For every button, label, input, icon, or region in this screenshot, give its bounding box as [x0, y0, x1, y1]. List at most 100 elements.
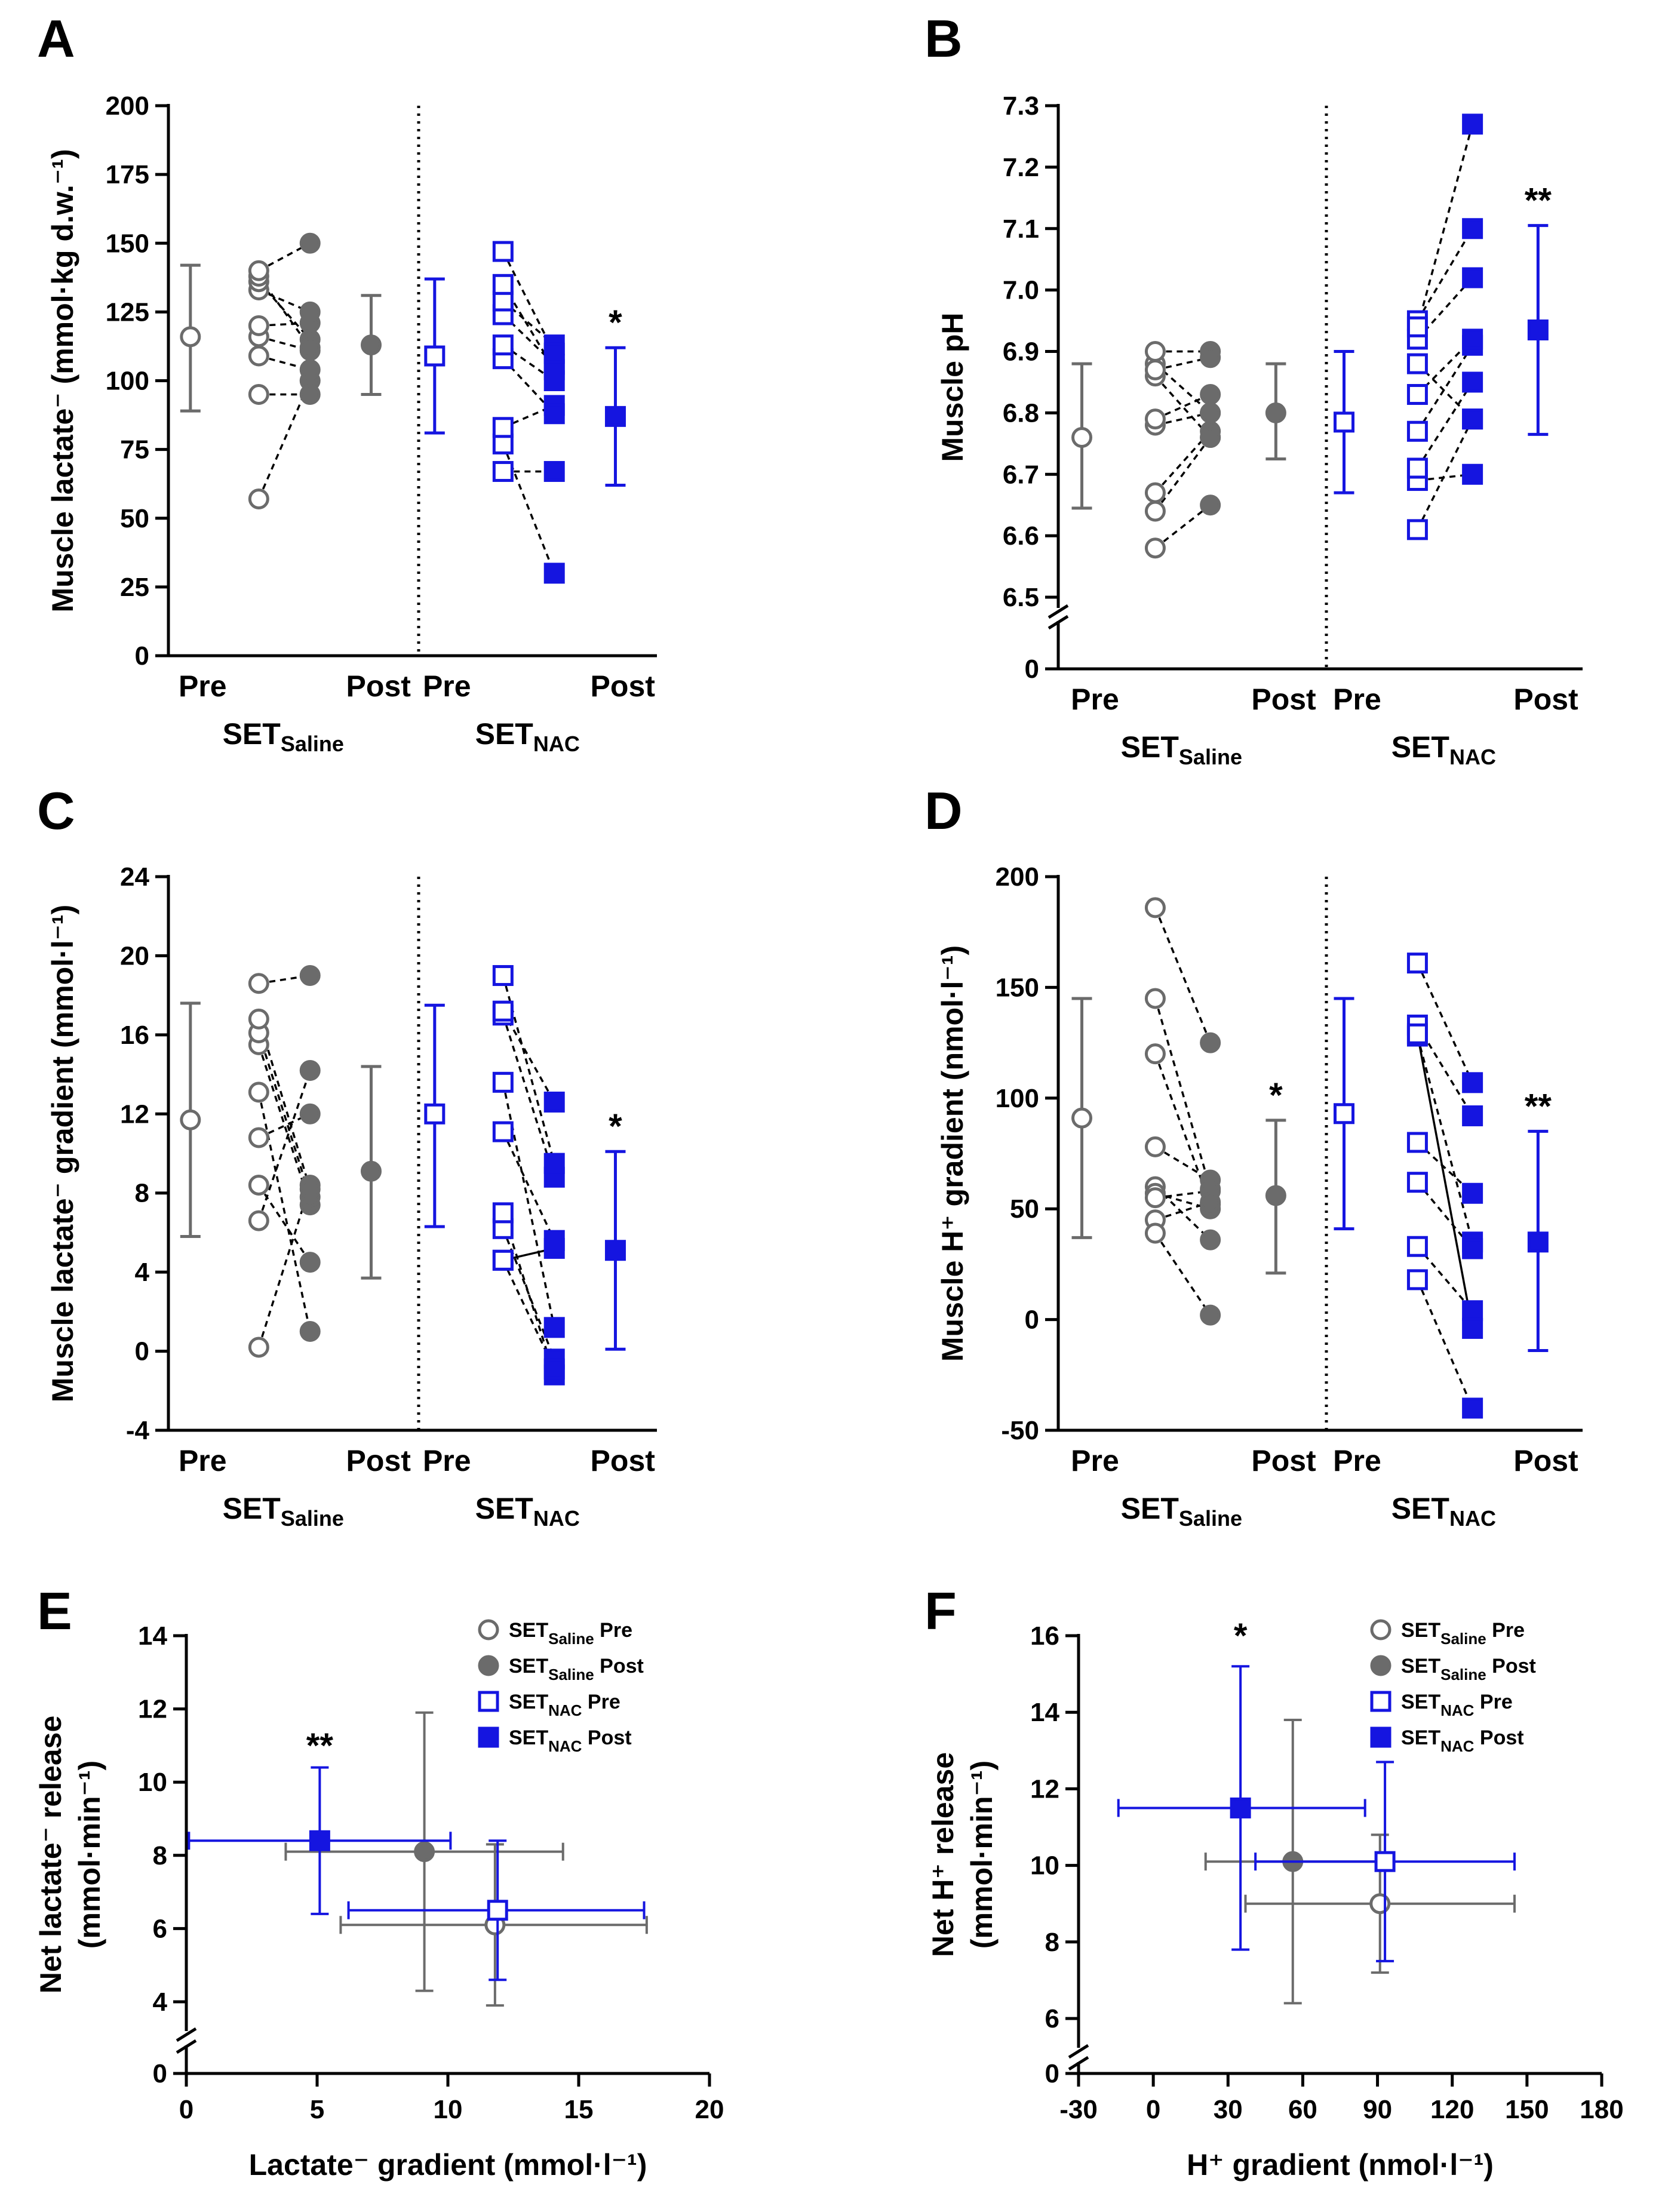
pre-point	[248, 384, 269, 405]
point-set-nac-post	[1117, 1665, 1366, 1951]
legend-marker	[1370, 1726, 1391, 1748]
pair-line	[502, 1082, 555, 1328]
panel-label: C	[37, 781, 75, 840]
x-tick-label: 5	[310, 2095, 324, 2124]
panel-label: F	[924, 1581, 957, 1640]
pre-point	[1406, 519, 1428, 540]
post-point	[1462, 371, 1483, 393]
x-tick-label: 10	[434, 2095, 463, 2124]
group-label: SETNAC	[1391, 1492, 1496, 1531]
pre-point	[248, 489, 269, 510]
x-label-pre: Pre	[179, 1444, 227, 1477]
post-point	[299, 1103, 321, 1125]
legend-marker	[1370, 1691, 1391, 1712]
panel-b: B 6.5 6.6 6.7 6.8 6.9 7.0 7.1 7.2 7.3 0 Muscle pH Pr…	[924, 9, 1583, 769]
y-tick-label: 6.5	[1003, 583, 1039, 612]
y-tick-label: 100	[996, 1084, 1039, 1113]
post-point	[299, 1178, 321, 1200]
y-tick-label: 12	[138, 1695, 167, 1724]
panel-label: E	[37, 1581, 72, 1640]
y-tick-label: -50	[1001, 1416, 1039, 1445]
group-saline: * Pre Post SETSaline	[1071, 897, 1316, 1531]
post-point	[543, 1091, 565, 1113]
panel-a: A 0 25 50 75 100 125 150 175 200 Muscle lactate⁻ (…	[37, 9, 657, 756]
pre-point	[248, 1082, 269, 1103]
post-mean-point	[360, 334, 382, 356]
point-set-nac-pre	[1254, 1761, 1516, 1962]
x-axis-title: H⁺ gradient (nmol·l⁻¹)	[1187, 2148, 1494, 2182]
y-tick-label: 16	[1030, 1621, 1059, 1651]
group-label: SETNAC	[1391, 730, 1496, 769]
pre-mean-point	[1334, 411, 1355, 433]
post-point	[1462, 267, 1483, 288]
pre-point	[492, 274, 514, 295]
pre-point	[492, 334, 514, 356]
legend-entry: SETNAC Pre	[1370, 1691, 1513, 1719]
post-point	[1462, 1300, 1483, 1322]
pre-point	[248, 1174, 269, 1196]
y-tick-label: 4	[153, 1987, 168, 2017]
legend-marker	[478, 1655, 499, 1676]
y-tick-label: 7.1	[1003, 214, 1039, 244]
pre-point	[1406, 953, 1428, 974]
legend-label: SETNAC Post	[509, 1726, 632, 1755]
pair-line	[1416, 1033, 1474, 1329]
pre-point	[492, 1202, 514, 1224]
post-point	[299, 1252, 321, 1273]
post-point	[1462, 1072, 1483, 1093]
y-tick-label: 6.7	[1003, 460, 1039, 489]
y-tick-label: 10	[1030, 1851, 1059, 1881]
panel-label: B	[924, 9, 963, 68]
group-label: SETSaline	[1121, 730, 1242, 769]
pre-point	[1144, 1136, 1166, 1157]
pre-point	[1406, 316, 1428, 337]
y-tick-label: 200	[996, 862, 1039, 892]
pre-point	[1406, 353, 1428, 374]
x-tick-label: 120	[1430, 2095, 1474, 2124]
y-tick-label: 75	[120, 435, 149, 465]
pair-line	[257, 1044, 311, 1206]
y-tick-label: 0	[135, 1337, 149, 1366]
x-label-post: Post	[1513, 683, 1578, 716]
pre-point	[1406, 1023, 1428, 1044]
pre-point	[492, 1000, 514, 1022]
post-point	[1462, 1105, 1483, 1126]
pair-line	[259, 322, 311, 327]
post-point	[543, 1317, 565, 1338]
y-tick-label: 0	[1025, 1305, 1039, 1335]
x-tick-label: 90	[1363, 2095, 1392, 2124]
pre-point	[248, 1337, 269, 1358]
y-axis-title-line2: (mmol·min⁻¹)	[965, 1761, 999, 1949]
legend-label: SETNAC Post	[1401, 1726, 1524, 1755]
legend-entry: SETSaline Post	[478, 1655, 644, 1683]
pair-line	[1416, 124, 1474, 327]
post-point	[1462, 113, 1483, 135]
post-point	[1200, 402, 1221, 423]
pre-point	[492, 417, 514, 438]
legend-marker	[478, 1726, 499, 1748]
x-tick-label: 20	[695, 2095, 724, 2124]
pair-line	[502, 1131, 555, 1241]
legend-label: SETNAC Pre	[1401, 1691, 1513, 1719]
pre-point	[248, 315, 269, 336]
pre-point	[1144, 500, 1166, 522]
y-axis-title-line1: Net H⁺ release	[926, 1752, 960, 1957]
pair-line	[502, 1212, 555, 1375]
post-point	[1462, 463, 1483, 485]
post-point	[1200, 427, 1221, 448]
post-point	[543, 342, 565, 364]
point-set-nac-post	[188, 1766, 452, 1915]
data-point	[414, 1841, 435, 1863]
pre-point	[1144, 341, 1166, 362]
x-tick-label: 60	[1288, 2095, 1317, 2124]
y-axis-title-line2: (mmol·min⁻¹)	[73, 1761, 106, 1949]
post-point	[1462, 328, 1483, 350]
y-axis-title: Muscle H⁺ gradient (nmol·l⁻¹)	[936, 945, 969, 1362]
pre-point	[1406, 1172, 1428, 1193]
post-point	[299, 359, 321, 380]
y-tick-label-zero: 0	[1025, 655, 1039, 684]
post-point	[1462, 408, 1483, 430]
